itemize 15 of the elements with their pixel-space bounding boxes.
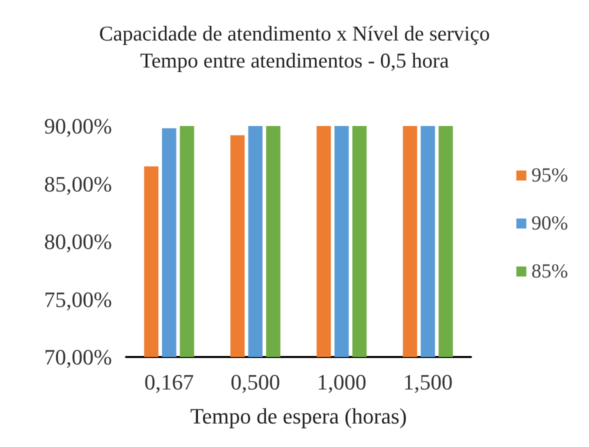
x-axis-title: Tempo de espera (horas) bbox=[190, 404, 407, 428]
y-tick-label: 85,00% bbox=[44, 171, 112, 196]
legend-label: 95% bbox=[531, 164, 568, 186]
legend-label: 85% bbox=[531, 260, 568, 282]
x-tick-label: 1,500 bbox=[403, 370, 453, 394]
legend-label: 90% bbox=[531, 212, 568, 234]
y-tick-label: 80,00% bbox=[44, 229, 112, 254]
x-tick-label: 1,000 bbox=[316, 370, 366, 394]
x-tick-label: 0,167 bbox=[144, 370, 194, 394]
chart-subtitle: Tempo entre atendimentos - 0,5 hora bbox=[140, 48, 450, 72]
y-tick-label: 70,00% bbox=[44, 344, 112, 370]
chart-title: Capacidade de atendimento x Nível de serviço bbox=[99, 22, 490, 46]
x-tick-label: 0,500 bbox=[230, 370, 280, 394]
y-tick-label: 90,00% bbox=[44, 114, 112, 138]
y-tick-label: 75,00% bbox=[44, 286, 112, 312]
